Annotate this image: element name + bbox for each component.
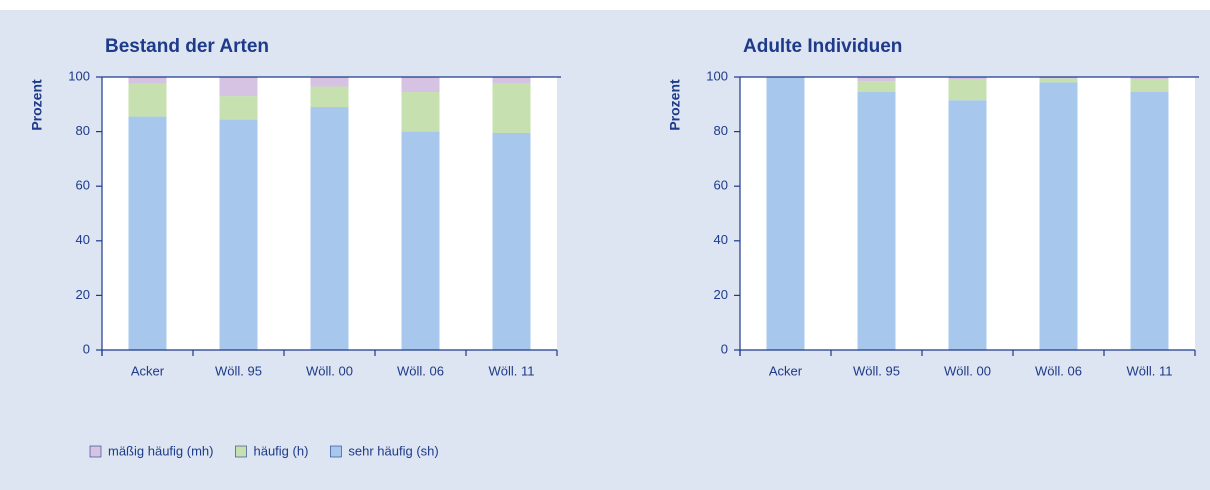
bar-segment: [401, 92, 440, 132]
y-tick-label: 100: [68, 68, 90, 83]
y-tick-label: 0: [83, 341, 90, 356]
bar-segment: [948, 100, 987, 350]
bar-segment: [766, 77, 805, 350]
bar-segment: [128, 116, 167, 351]
bar-segment: [857, 81, 896, 93]
legend-label: sehr häufig (sh): [348, 443, 438, 458]
bar-series: [766, 77, 1169, 351]
y-tick-label: 100: [706, 68, 728, 83]
x-tick-label: Wöll. 95: [853, 363, 900, 378]
legend-swatch: [330, 445, 342, 458]
bar-series: [128, 83, 531, 133]
bar-segment: [219, 77, 258, 97]
bar-segment: [219, 119, 258, 350]
bar-series: [857, 77, 1169, 82]
bar-segment: [948, 77, 987, 80]
legend-swatch: [89, 445, 102, 458]
x-tick-label: Wöll. 06: [1035, 363, 1082, 378]
y-tick-label: 80: [714, 123, 728, 138]
bar-segment: [492, 83, 531, 133]
bar-segment: [857, 77, 896, 82]
bar-segment: [492, 77, 531, 84]
x-tick-label: Wöll. 95: [215, 363, 262, 378]
bar-segment: [1039, 77, 1078, 79]
y-tick-label: 80: [76, 123, 90, 138]
y-tick-label: 40: [76, 232, 90, 247]
x-tick-label: Acker: [769, 363, 803, 378]
bar-segment: [1130, 77, 1169, 80]
bar-segment: [1130, 79, 1169, 93]
bar-segment: [401, 131, 440, 350]
bar-segment: [1039, 82, 1078, 351]
bar-segment: [310, 77, 349, 87]
legend-label: häufig (h): [253, 443, 308, 458]
x-tick-label: Wöll. 11: [489, 363, 535, 378]
bar-segment: [219, 96, 258, 120]
y-tick-label: 60: [76, 178, 90, 193]
bar-segment: [128, 77, 167, 84]
bar-segment: [128, 83, 167, 117]
y-tick-label: 40: [714, 232, 728, 247]
bar-segment: [492, 132, 531, 350]
x-tick-label: Wöll. 11: [1127, 363, 1173, 378]
x-tick-label: Wöll. 00: [306, 363, 353, 378]
legend-swatch: [235, 445, 247, 458]
y-axis-label: Prozent: [667, 79, 683, 131]
y-tick-label: 20: [76, 287, 90, 302]
y-axis-label: Prozent: [29, 79, 45, 131]
bar-segment: [401, 77, 440, 93]
bar-segment: [948, 79, 987, 101]
bar-series: [857, 78, 1169, 101]
bar-series: [128, 107, 531, 351]
chart-title: Bestand der Arten: [105, 36, 269, 57]
x-tick-label: Acker: [131, 363, 165, 378]
legend-label: mäßig häufig (mh): [108, 443, 213, 458]
bar-segment: [1130, 92, 1169, 350]
y-tick-label: 0: [721, 341, 728, 356]
y-tick-label: 20: [714, 287, 728, 302]
bar-series: [128, 77, 531, 97]
y-tick-label: 60: [714, 178, 728, 193]
x-tick-label: Wöll. 00: [944, 363, 991, 378]
bar-segment: [857, 92, 896, 350]
x-tick-label: Wöll. 06: [397, 363, 444, 378]
bar-segment: [310, 86, 349, 108]
chart-title: Adulte Individuen: [743, 36, 902, 57]
bar-segment: [1039, 78, 1078, 83]
bar-segment: [310, 107, 349, 350]
